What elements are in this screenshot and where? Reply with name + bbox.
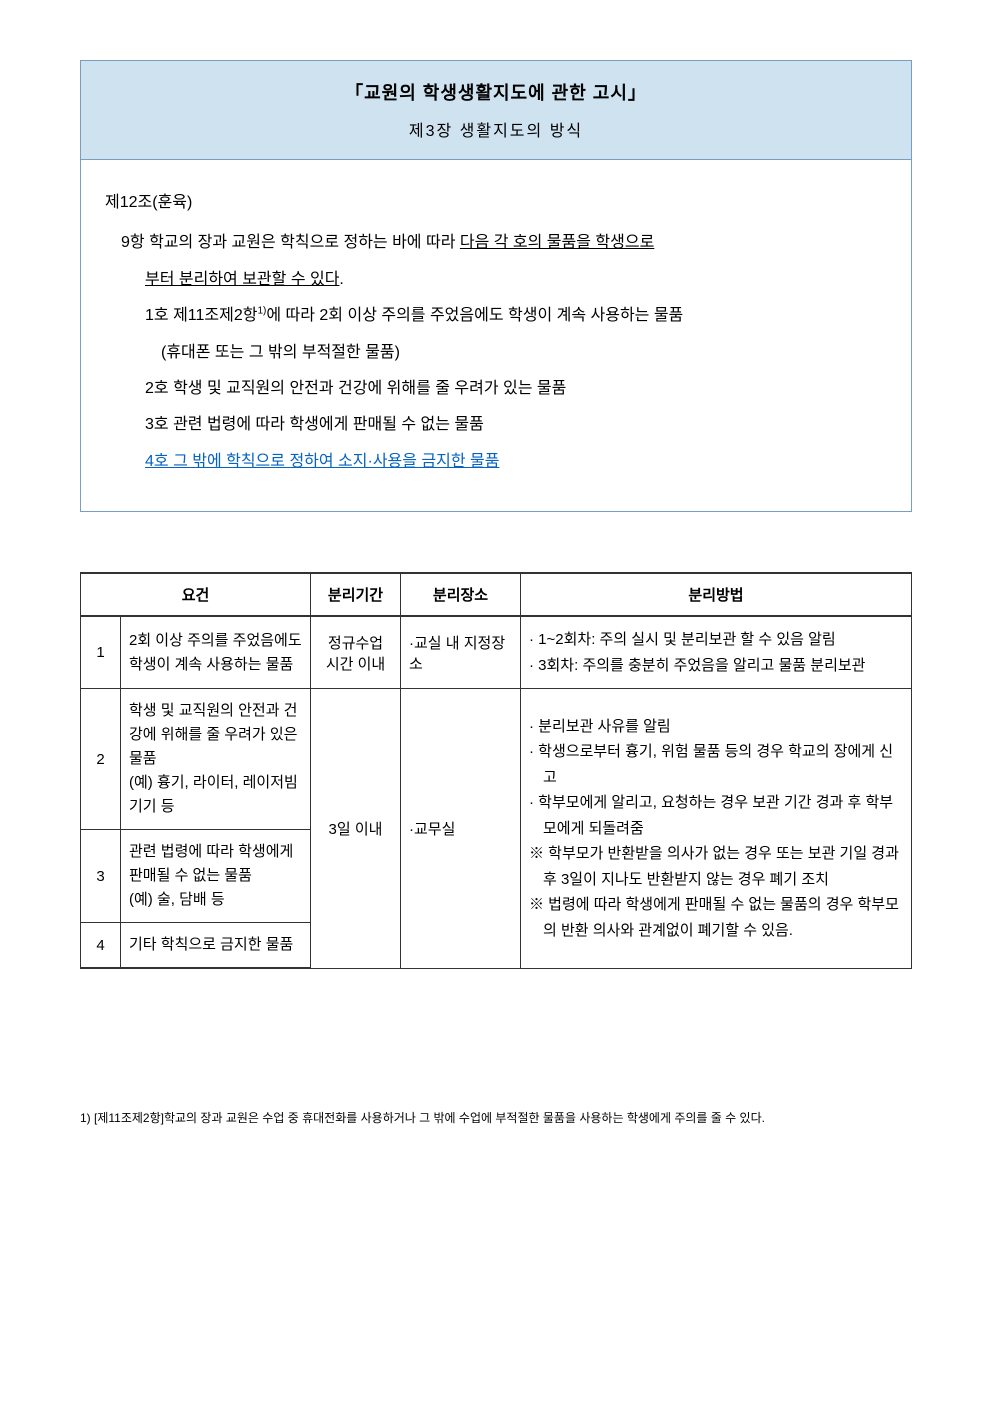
row1-condition: 2회 이상 주의를 주었음에도 학생이 계속 사용하는 물품: [121, 616, 311, 689]
article-12-title: 제12조(훈육): [105, 188, 887, 218]
header-content-box: 제12조(훈육) 9항 학교의 장과 교원은 학칙으로 정하는 바에 따라 다음…: [81, 160, 911, 511]
row3-num: 3: [81, 830, 121, 923]
shared-method-line4: ※ 학부모가 반환받을 의사가 없는 경우 또는 보관 기일 경과 후 3일이 …: [529, 841, 903, 892]
th-period: 분리기간: [311, 573, 401, 616]
row1-method: · 1~2회차: 주의 실시 및 분리보관 할 수 있음 알림 · 3회차: 주…: [521, 616, 912, 689]
table-row-2: 2 학생 및 교직원의 안전과 건강에 위해를 줄 우려가 있은 물품 (예) …: [81, 689, 912, 830]
table-header-row: 요건 분리기간 분리장소 분리방법: [81, 573, 912, 616]
item-1: 1호 제11조제2항1)에 따라 2회 이상 주의를 주었음에도 학생이 계속 …: [105, 301, 887, 331]
shared-method-line3: · 학부모에게 알리고, 요청하는 경우 보관 기간 경과 후 학부모에게 되돌…: [529, 790, 903, 841]
item-3: 3호 관련 법령에 따라 학생에게 판매될 수 없는 물품: [105, 410, 887, 440]
footnote-1: 1) [제11조제2항]학교의 장과 교원은 수업 중 휴대전화를 사용하거나 …: [80, 1109, 912, 1127]
regulation-header-box: 「교원의 학생생활지도에 관한 고시」 제3장 생활지도의 방식 제12조(훈육…: [80, 60, 912, 512]
header-top-section: 「교원의 학생생활지도에 관한 고시」 제3장 생활지도의 방식: [81, 61, 911, 160]
item-4-link[interactable]: 4호 그 밖에 학칙으로 정하여 소지·사용을 금지한 물품: [105, 447, 887, 477]
row1-num: 1: [81, 616, 121, 689]
row1-method-line1: · 1~2회차: 주의 실시 및 분리보관 할 수 있음 알림: [529, 627, 903, 653]
table-row-1: 1 2회 이상 주의를 주었음에도 학생이 계속 사용하는 물품 정규수업 시간…: [81, 616, 912, 689]
row2-num: 2: [81, 689, 121, 830]
item-2: 2호 학생 및 교직원의 안전과 건강에 위해를 줄 우려가 있는 물품: [105, 374, 887, 404]
item-1-post: 에 따라 2회 이상 주의를 주었음에도 학생이 계속 사용하는 물품: [266, 307, 683, 324]
row2-condition: 학생 및 교직원의 안전과 건강에 위해를 줄 우려가 있은 물품 (예) 흉기…: [121, 689, 311, 830]
header-title: 「교원의 학생생활지도에 관한 고시」: [81, 79, 911, 105]
clause-9-cont: 부터 분리하여 보관할 수 있다.: [105, 265, 887, 295]
th-condition: 요건: [81, 573, 311, 616]
row3-condition: 관련 법령에 따라 학생에게 판매될 수 없는 물품 (예) 술, 담배 등: [121, 830, 311, 923]
clause-9: 9항 학교의 장과 교원은 학칙으로 정하는 바에 따라 다음 각 호의 물품을…: [105, 228, 887, 258]
shared-method-line1: · 분리보관 사유를 알림: [529, 714, 903, 740]
rows2-4-place: ·교무실: [401, 689, 521, 969]
row1-place: ·교실 내 지정장소: [401, 616, 521, 689]
separation-table: 요건 분리기간 분리장소 분리방법 1 2회 이상 주의를 주었음에도 학생이 …: [80, 572, 912, 969]
clause-9-underline-2: 부터 분리하여 보관할 수 있다: [145, 271, 339, 288]
row4-num: 4: [81, 923, 121, 969]
shared-method-line5: ※ 법령에 따라 학생에게 판매될 수 없는 물품의 경우 학부모의 반환 의사…: [529, 892, 903, 943]
th-method: 분리방법: [521, 573, 912, 616]
item-1-pre: 1호 제11조제2항: [145, 307, 257, 324]
rows2-4-period: 3일 이내: [311, 689, 401, 969]
shared-method-line2: · 학생으로부터 흉기, 위험 물품 등의 경우 학교의 장에게 신고: [529, 739, 903, 790]
header-subtitle: 제3장 생활지도의 방식: [81, 117, 911, 141]
rows2-4-method: · 분리보관 사유를 알림 · 학생으로부터 흉기, 위험 물품 등의 경우 학…: [521, 689, 912, 969]
row1-period: 정규수업 시간 이내: [311, 616, 401, 689]
clause-9-underline-1: 다음 각 호의 물품을 학생으로: [460, 234, 654, 251]
clause-9-prefix: 9항 학교의 장과 교원은 학칙으로 정하는 바에 따라: [121, 234, 460, 251]
row1-method-line2: · 3회차: 주의를 충분히 주었음을 알리고 물품 분리보관: [529, 653, 903, 679]
row4-condition: 기타 학칙으로 금지한 물품: [121, 923, 311, 969]
clause-9-dot: .: [339, 271, 343, 288]
th-place: 분리장소: [401, 573, 521, 616]
item-1-paren: (휴대폰 또는 그 밖의 부적절한 물품): [105, 338, 887, 368]
